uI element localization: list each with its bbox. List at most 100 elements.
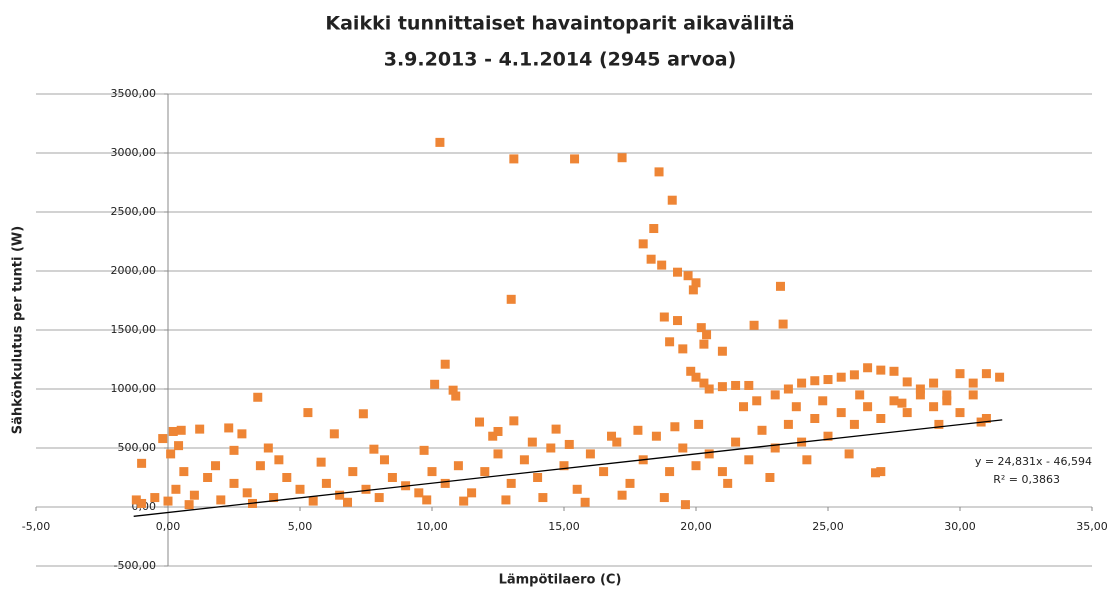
point bbox=[654, 167, 664, 177]
point bbox=[942, 390, 952, 400]
x-tick-label: 15,00 bbox=[548, 520, 580, 533]
point bbox=[699, 378, 709, 388]
x-tick-label: 30,00 bbox=[944, 520, 976, 533]
point bbox=[678, 443, 688, 453]
point bbox=[546, 443, 556, 453]
x-tick-label: 35,00 bbox=[1076, 520, 1108, 533]
point bbox=[810, 414, 820, 423]
point bbox=[321, 478, 331, 488]
point bbox=[968, 390, 978, 400]
point bbox=[303, 408, 313, 418]
point bbox=[678, 344, 688, 354]
point bbox=[633, 425, 643, 435]
point bbox=[699, 339, 709, 349]
point bbox=[274, 455, 284, 465]
point bbox=[519, 455, 529, 465]
point bbox=[179, 467, 189, 477]
y-tick-label: 2500,00 bbox=[111, 205, 157, 218]
point bbox=[480, 467, 490, 477]
point bbox=[263, 443, 273, 453]
point bbox=[440, 359, 450, 369]
point bbox=[419, 445, 429, 455]
point bbox=[765, 473, 775, 482]
point bbox=[717, 467, 727, 477]
point bbox=[459, 496, 469, 506]
point bbox=[691, 278, 701, 288]
point bbox=[704, 384, 714, 394]
point bbox=[453, 461, 463, 471]
point bbox=[649, 224, 659, 234]
point bbox=[374, 493, 384, 503]
point bbox=[778, 319, 788, 329]
point bbox=[810, 376, 820, 386]
point bbox=[612, 437, 622, 447]
point bbox=[493, 449, 503, 459]
point bbox=[667, 195, 677, 205]
point bbox=[717, 346, 727, 356]
point bbox=[659, 493, 669, 503]
point bbox=[836, 408, 846, 418]
point bbox=[783, 419, 793, 429]
point bbox=[849, 370, 859, 380]
point bbox=[580, 497, 590, 507]
point bbox=[174, 441, 184, 451]
point bbox=[863, 363, 873, 373]
point bbox=[797, 378, 807, 388]
point bbox=[171, 484, 181, 494]
point bbox=[691, 461, 701, 471]
point bbox=[752, 396, 762, 406]
point bbox=[646, 254, 656, 264]
point bbox=[570, 154, 580, 164]
point bbox=[775, 281, 785, 291]
point bbox=[316, 457, 326, 467]
point bbox=[955, 408, 965, 418]
x-tick-label: 0,00 bbox=[156, 520, 181, 533]
point bbox=[538, 493, 548, 503]
point bbox=[871, 468, 881, 478]
point bbox=[533, 473, 543, 482]
trendline-equation: y = 24,831x - 46,594 bbox=[975, 455, 1092, 468]
point bbox=[585, 449, 595, 459]
point bbox=[451, 391, 461, 401]
point bbox=[731, 380, 741, 390]
point bbox=[348, 467, 358, 477]
point bbox=[168, 426, 178, 436]
point bbox=[934, 419, 944, 429]
x-tick-label: 25,00 bbox=[812, 520, 844, 533]
y-tick-label: 3000,00 bbox=[111, 146, 157, 159]
point bbox=[137, 498, 147, 508]
point bbox=[269, 493, 279, 503]
point bbox=[981, 369, 991, 379]
point bbox=[335, 490, 345, 500]
point bbox=[849, 419, 859, 429]
point bbox=[897, 398, 907, 408]
point bbox=[696, 323, 706, 333]
point bbox=[942, 396, 952, 406]
point bbox=[467, 488, 477, 498]
point bbox=[651, 431, 661, 441]
point bbox=[506, 478, 516, 488]
point bbox=[158, 434, 168, 444]
point bbox=[731, 437, 741, 447]
point bbox=[414, 488, 424, 498]
point bbox=[184, 500, 194, 510]
y-tick-label: 1000,00 bbox=[111, 382, 157, 395]
point bbox=[688, 285, 698, 295]
point bbox=[691, 372, 701, 382]
point bbox=[694, 419, 704, 429]
point bbox=[670, 422, 680, 432]
point bbox=[501, 495, 511, 505]
point bbox=[189, 490, 199, 500]
y-tick-label: 500,00 bbox=[118, 441, 157, 454]
point bbox=[551, 424, 561, 434]
point bbox=[638, 239, 648, 249]
point bbox=[488, 431, 498, 441]
chart-title: Kaikki tunnittaiset havaintoparit aikavä… bbox=[325, 13, 794, 35]
point bbox=[329, 429, 339, 439]
point bbox=[295, 484, 305, 494]
x-tick-label: 20,00 bbox=[680, 520, 712, 533]
point bbox=[680, 500, 690, 510]
point bbox=[242, 488, 252, 498]
point bbox=[823, 375, 833, 385]
y-axis-label: Sähkönkulutus per tunti (W) bbox=[11, 226, 26, 434]
